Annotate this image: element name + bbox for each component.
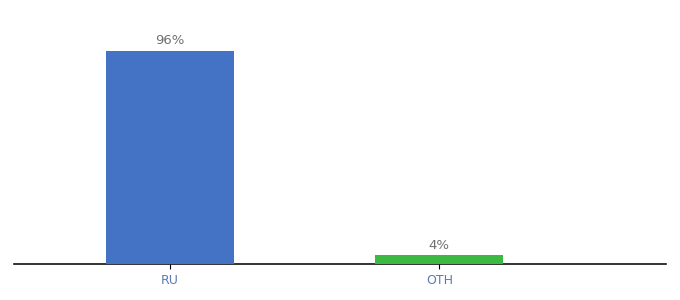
- Text: 4%: 4%: [429, 239, 450, 252]
- Bar: [106, 51, 233, 264]
- Bar: [375, 255, 503, 264]
- Text: 96%: 96%: [155, 34, 184, 47]
